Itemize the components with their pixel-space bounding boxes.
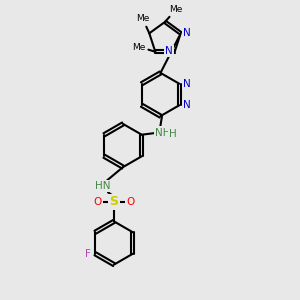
Text: Me: Me xyxy=(132,43,146,52)
Text: O: O xyxy=(126,197,135,207)
Text: Me: Me xyxy=(169,4,182,14)
Text: HN: HN xyxy=(95,181,110,191)
Text: H: H xyxy=(169,129,176,139)
Text: S: S xyxy=(110,195,118,208)
Text: O: O xyxy=(93,197,102,207)
Text: N: N xyxy=(183,28,190,38)
Text: Me: Me xyxy=(136,14,150,23)
Text: F: F xyxy=(85,249,91,259)
Text: NH: NH xyxy=(155,128,170,138)
Text: N: N xyxy=(183,79,190,89)
Text: N: N xyxy=(165,46,172,56)
Text: N: N xyxy=(183,100,190,110)
